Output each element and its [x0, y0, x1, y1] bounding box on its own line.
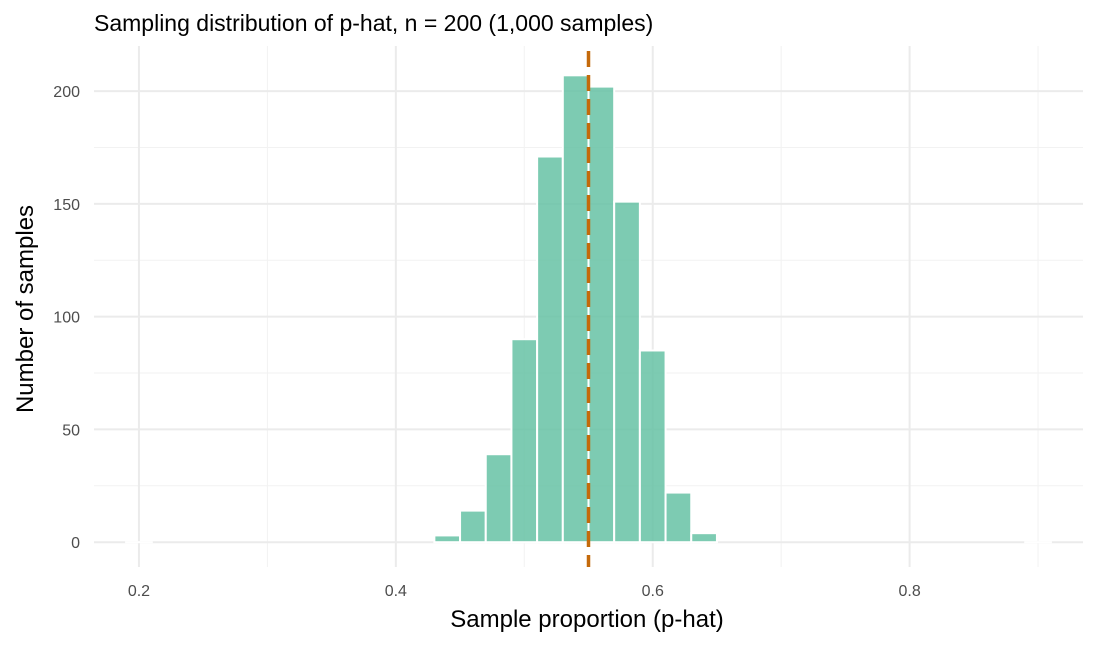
histogram-bar [613, 200, 641, 544]
y-tick-label: 100 [53, 310, 80, 327]
y-tick-label: 150 [53, 197, 80, 214]
histogram-bar [536, 155, 564, 544]
y-tick-label: 0 [71, 535, 80, 552]
chart-title: Sampling distribution of p-hat, n = 200 … [94, 10, 653, 36]
bars-layer [125, 74, 1052, 544]
histogram-bar [459, 509, 487, 544]
histogram-bar [587, 85, 616, 544]
histogram-bar [510, 338, 539, 544]
y-axis-title: Number of samples [12, 205, 39, 413]
x-tick-label: 0.4 [385, 583, 407, 600]
x-tick-label: 0.8 [898, 583, 920, 600]
histogram-bar [433, 534, 462, 544]
y-tick-label: 50 [62, 422, 80, 439]
x-axis-title: Sample proportion (p-hat) [450, 606, 723, 633]
histogram-bar [690, 532, 718, 544]
tick-labels-layer: 0.2 0.4 0.6 0.8 0 50 100 150 200 [53, 84, 921, 600]
x-tick-label: 0.6 [642, 583, 664, 600]
y-tick-label: 200 [53, 84, 80, 101]
histogram-bar [664, 491, 693, 544]
x-tick-label: 0.2 [128, 583, 150, 600]
histogram-bar [484, 453, 513, 544]
histogram-bar [561, 74, 590, 544]
histogram-bar [638, 349, 667, 544]
